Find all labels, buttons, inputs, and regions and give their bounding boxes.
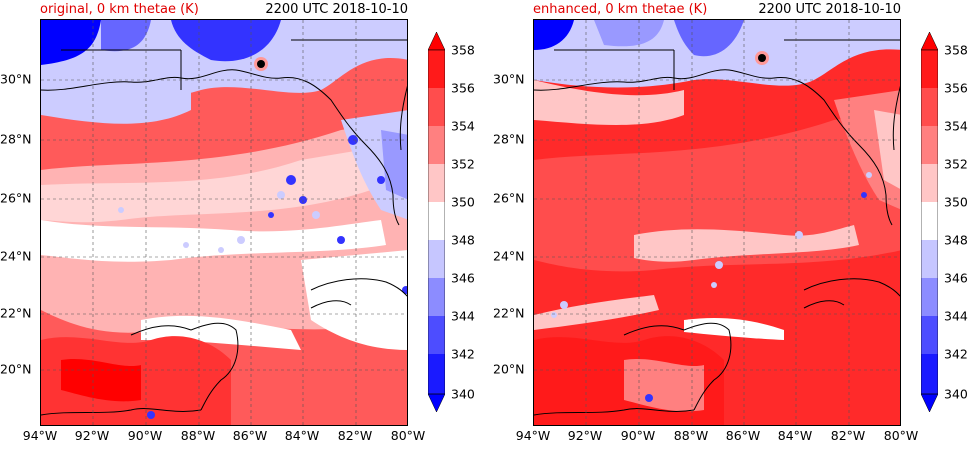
colorbar-tick-label: 344 — [451, 308, 475, 324]
x-tick-label: 80°W — [883, 428, 919, 443]
y-tick-label: 26°N — [493, 190, 525, 206]
panel-original: original, 0 km thetae (K) 2200 UTC 2018-… — [0, 2, 475, 443]
x-tick-label: 90°W — [127, 428, 163, 443]
thetae-map — [533, 19, 901, 426]
x-tick-label: 94°W — [515, 428, 551, 443]
x-tick-label: 80°W — [390, 428, 426, 443]
y-tick-label: 20°N — [0, 361, 32, 377]
colorbar-tick-label: 342 — [451, 346, 475, 362]
x-tick-label: 84°W — [284, 428, 320, 443]
colorbar-tick-label: 346 — [451, 270, 475, 286]
y-tick-label: 20°N — [493, 361, 525, 377]
colorbar-tick-label: 358 — [944, 42, 968, 58]
x-tick-label: 90°W — [620, 428, 656, 443]
x-tick-label: 88°W — [673, 428, 709, 443]
colorbar-tick-label: 340 — [451, 386, 475, 402]
colorbar-tick-label: 352 — [944, 156, 968, 172]
valid-time-label: 2200 UTC 2018-10-10 — [265, 2, 408, 17]
colorbar-tick-label: 340 — [944, 386, 968, 402]
colorbar-tick-label: 346 — [944, 270, 968, 286]
panel-enhanced: enhanced, 0 km thetae (K) 2200 UTC 2018-… — [493, 0, 972, 449]
colorbar-tick-label: 354 — [944, 118, 968, 134]
colorbar-tick-label: 358 — [451, 42, 475, 58]
colorbar-tick-label: 356 — [944, 80, 968, 96]
y-tick-label: 26°N — [0, 190, 32, 206]
x-tick-label: 92°W — [74, 428, 110, 443]
colorbar-tick-label: 344 — [944, 308, 968, 324]
colorbar — [428, 32, 445, 412]
y-tick-label: 24°N — [0, 248, 32, 264]
valid-time-label: 2200 UTC 2018-10-10 — [758, 2, 901, 17]
y-tick-label: 30°N — [0, 71, 32, 87]
colorbar — [921, 32, 938, 412]
x-tick-label: 82°W — [830, 428, 866, 443]
x-tick-label: 84°W — [777, 428, 813, 443]
y-tick-label: 22°N — [493, 305, 525, 321]
y-tick-label: 28°N — [493, 131, 525, 147]
y-tick-label: 22°N — [0, 305, 32, 321]
y-tick-label: 30°N — [493, 71, 525, 87]
colorbar-tick-label: 350 — [944, 194, 968, 210]
x-tick-label: 86°W — [232, 428, 268, 443]
x-tick-label: 92°W — [567, 428, 603, 443]
colorbar-tick-label: 348 — [944, 232, 968, 248]
x-tick-label: 86°W — [725, 428, 761, 443]
y-tick-label: 28°N — [0, 131, 32, 147]
colorbar-tick-label: 350 — [451, 194, 475, 210]
panel-title: enhanced, 0 km thetae (K) — [533, 2, 708, 17]
colorbar-tick-label: 348 — [451, 232, 475, 248]
colorbar-tick-label: 354 — [451, 118, 475, 134]
x-tick-label: 94°W — [22, 428, 58, 443]
y-tick-label: 24°N — [493, 248, 525, 264]
x-tick-label: 88°W — [180, 428, 216, 443]
panel-title: original, 0 km thetae (K) — [40, 2, 199, 17]
colorbar-tick-label: 356 — [451, 80, 475, 96]
x-tick-label: 82°W — [337, 428, 373, 443]
colorbar-tick-label: 352 — [451, 156, 475, 172]
thetae-map — [40, 19, 408, 426]
colorbar-tick-label: 342 — [944, 346, 968, 362]
